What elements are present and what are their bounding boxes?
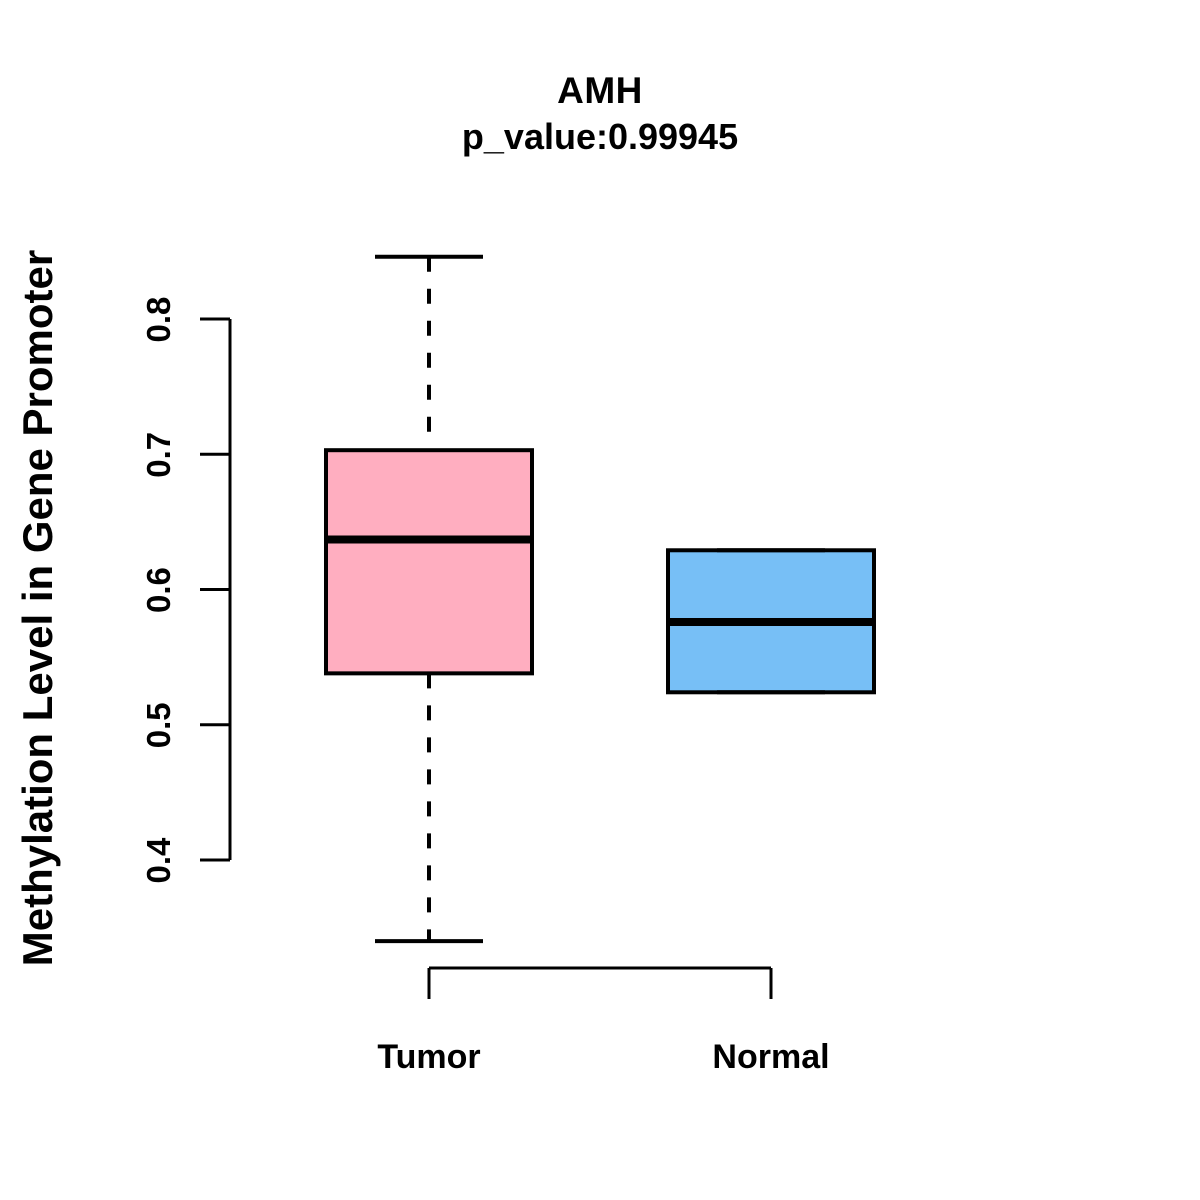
y-tick-label: 0.8 (140, 297, 177, 343)
chart-title: AMH (557, 70, 643, 111)
y-tick-label: 0.5 (140, 702, 177, 748)
x-category-label: Normal (712, 1038, 829, 1076)
x-category-label: Tumor (377, 1038, 480, 1076)
y-tick-label: 0.7 (140, 432, 177, 478)
y-tick-label: 0.4 (140, 837, 177, 884)
y-tick-label: 0.6 (140, 567, 177, 613)
tumor-box (324, 448, 534, 676)
chart-subtitle: p_value:0.99945 (461, 116, 739, 157)
